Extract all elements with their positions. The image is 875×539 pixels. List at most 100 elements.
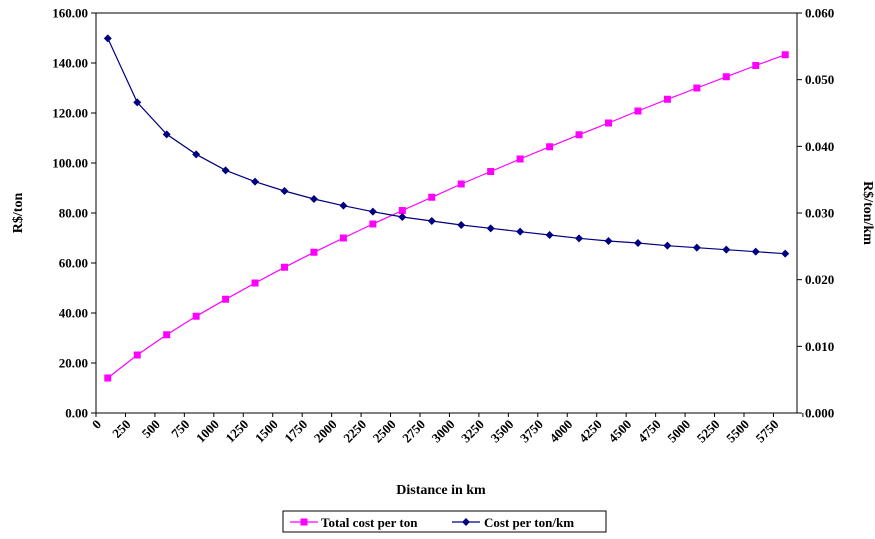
x-tick-label: 1500 — [252, 417, 281, 446]
data-point-total-cost — [634, 107, 642, 115]
x-tick-label: 3500 — [487, 417, 516, 446]
data-point-total-cost — [369, 220, 377, 228]
data-point-total-cost — [781, 51, 789, 59]
x-tick-label: 5750 — [753, 417, 782, 446]
left-y-tick-label: 100.00 — [52, 156, 88, 171]
data-point-cost-per-km — [162, 130, 171, 139]
data-point-cost-per-km — [309, 195, 318, 203]
x-tick-label: 1750 — [281, 417, 310, 446]
x-tick-label: 0 — [89, 417, 104, 432]
x-tick-label: 250 — [109, 417, 133, 441]
data-point-total-cost — [163, 331, 171, 339]
left-y-axis: 0.00 20.00 40.00 60.00 80.00 100.00 120.00 140.… — [52, 6, 96, 421]
left-y-tick-label: 160.00 — [52, 6, 88, 21]
x-tick-label: 2000 — [311, 417, 340, 446]
data-point-total-cost — [487, 168, 495, 175]
data-point-total-cost — [575, 131, 583, 139]
series-line-total-cost — [107, 54, 786, 379]
data-point-cost-per-km — [633, 239, 642, 247]
data-point-cost-per-km — [486, 224, 495, 233]
data-point-total-cost — [222, 295, 230, 303]
left-y-tick-label: 0.00 — [65, 406, 88, 421]
data-point-total-cost — [398, 207, 406, 214]
x-tick-label: 750 — [168, 417, 192, 441]
legend-marker-square — [300, 518, 308, 526]
right-y-tick-label: 0.010 — [805, 339, 834, 354]
data-point-cost-per-km — [545, 231, 554, 239]
data-point-cost-per-km — [663, 241, 672, 250]
data-point-total-cost — [104, 374, 112, 382]
x-tick-label: 2500 — [370, 417, 399, 446]
data-point-total-cost — [310, 248, 318, 256]
data-point-cost-per-km — [398, 213, 407, 221]
data-point-total-cost — [339, 234, 347, 242]
legend-box — [282, 510, 607, 533]
x-tick-label: 4250 — [576, 417, 605, 446]
x-axis: 0 250 500 750 1000 1250 1500 1750 2000 2250 2500 27… — [89, 413, 804, 446]
x-tick-label: 4750 — [635, 417, 664, 446]
x-tick-label: 1250 — [222, 417, 251, 446]
x-tick-label: 2750 — [399, 417, 428, 446]
x-tick-label: 5250 — [694, 417, 723, 446]
left-y-tick-label: 20.00 — [59, 356, 88, 371]
x-tick-label: 3750 — [517, 417, 546, 446]
x-tick-label: 1000 — [193, 417, 222, 446]
data-point-cost-per-km — [457, 221, 466, 229]
data-point-cost-per-km — [280, 187, 289, 195]
data-point-cost-per-km — [368, 207, 377, 216]
data-point-cost-per-km — [133, 98, 142, 107]
right-y-tick-label: 0.030 — [805, 206, 834, 221]
data-point-cost-per-km — [516, 227, 525, 236]
data-point-total-cost — [722, 73, 730, 81]
data-point-total-cost — [457, 180, 465, 188]
data-point-cost-per-km — [427, 217, 436, 225]
right-y-tick-label: 0.020 — [805, 272, 834, 287]
series-line-cost-per-km — [107, 38, 786, 255]
legend-label-total-cost: Total cost per ton — [321, 515, 418, 530]
left-y-tick-label: 120.00 — [52, 106, 88, 121]
data-point-total-cost — [516, 155, 524, 163]
data-point-cost-per-km — [251, 177, 260, 186]
right-y-tick-label: 0.000 — [805, 406, 834, 421]
data-point-cost-per-km — [221, 166, 230, 175]
left-y-tick-label: 140.00 — [52, 56, 88, 71]
x-axis-title: Distance in km — [396, 483, 486, 498]
right-y-tick-label: 0.040 — [805, 139, 834, 154]
x-tick-label: 500 — [139, 417, 163, 441]
x-tick-label: 5500 — [723, 417, 752, 446]
data-point-cost-per-km — [751, 247, 760, 256]
data-point-cost-per-km — [103, 34, 112, 43]
right-y-axis: 0.000 0.010 0.020 0.030 0.040 0.050 0.060 — [797, 6, 834, 421]
legend-label-cost-per-km: Cost per ton/km — [484, 515, 574, 530]
legend-marker-diamond — [462, 518, 470, 526]
data-point-total-cost — [663, 95, 671, 103]
data-point-cost-per-km — [192, 150, 201, 159]
data-point-total-cost — [752, 62, 760, 69]
x-tick-label: 5000 — [664, 417, 693, 446]
data-point-cost-per-km — [604, 237, 613, 245]
left-y-axis-title: R$/ton — [11, 193, 26, 234]
plot-area-border — [95, 12, 798, 414]
legend: Total cost per ton Cost per ton/km — [282, 510, 607, 533]
series-layer — [103, 34, 790, 382]
data-point-total-cost — [604, 119, 612, 127]
data-point-total-cost — [428, 193, 436, 201]
data-point-total-cost — [251, 279, 259, 287]
data-point-total-cost — [192, 312, 200, 320]
left-y-tick-label: 60.00 — [59, 256, 88, 271]
data-point-cost-per-km — [692, 243, 701, 252]
x-tick-label: 4500 — [605, 417, 634, 446]
data-point-cost-per-km — [781, 249, 790, 258]
x-tick-label: 2250 — [340, 417, 369, 446]
data-point-cost-per-km — [575, 234, 584, 243]
data-point-total-cost — [281, 263, 289, 271]
data-point-total-cost — [133, 351, 141, 359]
right-y-tick-label: 0.050 — [805, 72, 834, 87]
right-y-axis-title: R$/ton/km — [860, 181, 875, 245]
left-y-tick-label: 80.00 — [59, 206, 88, 221]
x-tick-label: 3250 — [458, 417, 487, 446]
x-tick-label: 4000 — [546, 417, 575, 446]
data-point-cost-per-km — [339, 201, 348, 210]
data-point-total-cost — [693, 84, 701, 92]
